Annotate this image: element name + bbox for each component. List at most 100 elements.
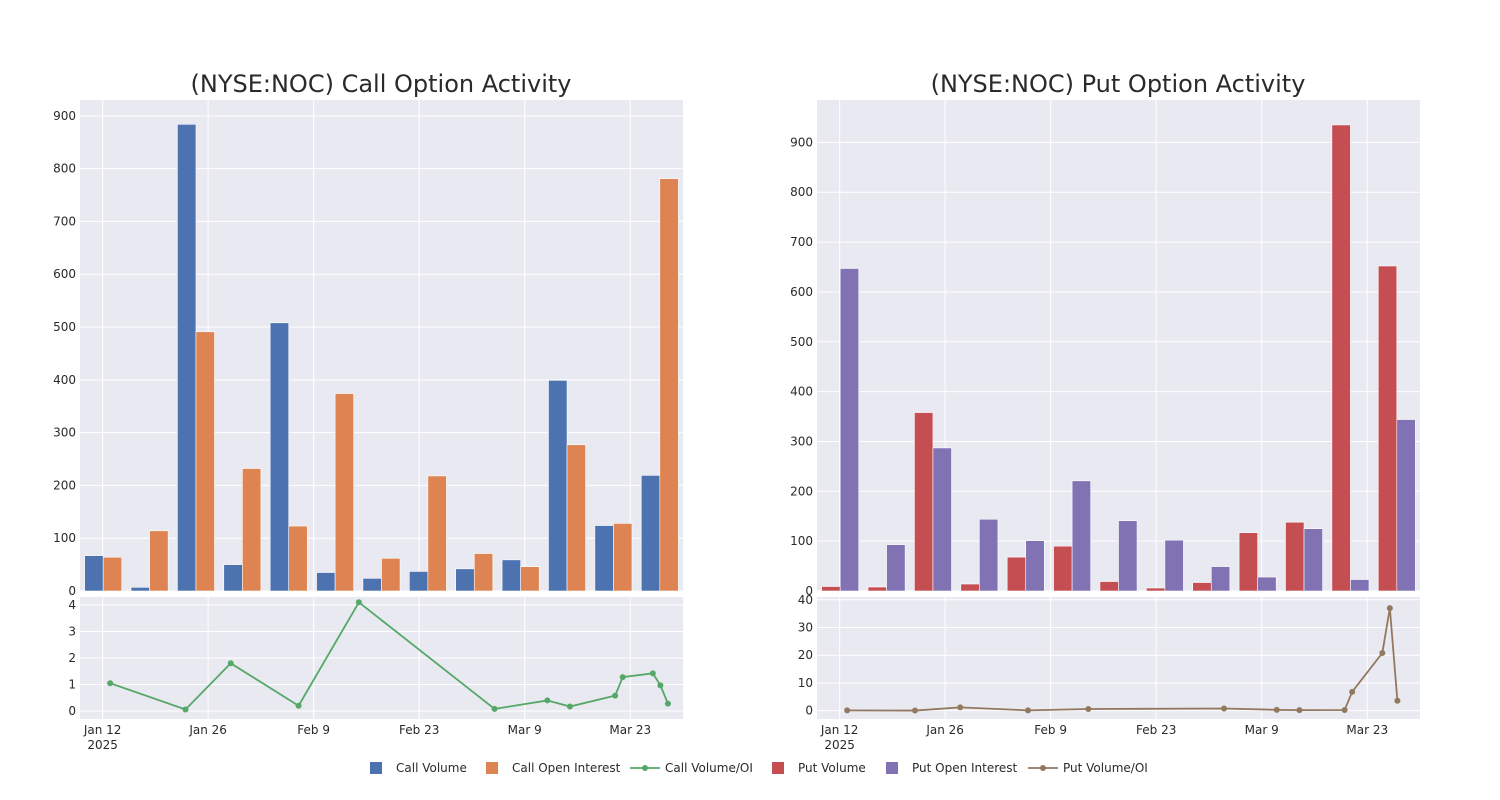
put-put-open-interestbar bbox=[1350, 579, 1370, 592]
put-put-open-interestbar bbox=[1396, 419, 1416, 592]
call-ratio-point bbox=[657, 682, 664, 689]
put-x-tick-label: Jan 26 bbox=[925, 723, 964, 737]
call-call-open-interestbar bbox=[288, 525, 308, 592]
put-put-volumebar bbox=[914, 412, 934, 592]
put-x-tick-label: Feb 23 bbox=[1136, 723, 1176, 737]
put-put-volumebar bbox=[1146, 587, 1166, 592]
put-y-tick-label: 300 bbox=[790, 434, 813, 448]
call-ratio-y-tick-label: 2 bbox=[68, 651, 76, 665]
put-ratio-point bbox=[1221, 705, 1228, 712]
call-ratio-point bbox=[491, 705, 498, 712]
put-ratio-y-tick-label: 20 bbox=[798, 648, 813, 662]
call-call-open-interestbar bbox=[242, 468, 262, 592]
call-ratio-point bbox=[544, 697, 551, 704]
call-call-open-interestbar bbox=[473, 553, 494, 592]
put-option-panel: (NYSE:NOC) Put Option Activity 010020030… bbox=[790, 70, 1420, 752]
call-x-tick-label: Jan 12 bbox=[83, 723, 122, 737]
put-ratio-point bbox=[1394, 697, 1401, 704]
call-ratio-y-tick-label: 0 bbox=[68, 704, 76, 718]
call-ratio-point bbox=[295, 702, 302, 709]
call-call-open-interestbar bbox=[195, 331, 215, 592]
call-call-open-interestbar bbox=[566, 444, 586, 592]
put-ratio-y-tick-label: 30 bbox=[798, 621, 813, 635]
call-call-volumebar bbox=[409, 571, 429, 592]
put-ratio-point bbox=[1349, 688, 1356, 695]
put-ratio-point bbox=[1386, 605, 1393, 612]
call-x-tick-label: Feb 9 bbox=[297, 723, 330, 737]
put-x-tick-label: Jan 12 bbox=[820, 723, 859, 737]
call-call-volumebar bbox=[316, 572, 336, 592]
call-call-volumebar bbox=[548, 380, 568, 592]
call-y-tick-label: 100 bbox=[53, 531, 76, 545]
call-y-tick-label: 200 bbox=[53, 478, 76, 492]
legend-call-open-interest-swatch bbox=[486, 762, 498, 774]
put-put-volumebar bbox=[1331, 124, 1351, 592]
call-ratio-point bbox=[619, 674, 626, 681]
put-ratio-point bbox=[1296, 707, 1303, 714]
legend-call-open-interest-label: Call Open Interest bbox=[512, 761, 621, 775]
call-call-open-interestbar bbox=[334, 393, 354, 592]
put-put-volumebar bbox=[1006, 556, 1027, 592]
call-call-volumebar bbox=[362, 578, 382, 592]
put-x-tick-label: Feb 9 bbox=[1034, 723, 1067, 737]
call-ratio-point bbox=[227, 660, 234, 667]
put-ratio-y-tick-label: 10 bbox=[798, 676, 813, 690]
put-ratio-point bbox=[1025, 707, 1032, 714]
legend-call-volume-oi-swatch-marker bbox=[642, 765, 648, 771]
call-ratio-point bbox=[355, 599, 362, 606]
call-call-volumebar bbox=[455, 568, 475, 592]
put-ratio-plot-area bbox=[817, 597, 1420, 719]
put-put-open-interestbar bbox=[1257, 576, 1277, 592]
put-ratio-point bbox=[1341, 706, 1348, 713]
put-ratio-point bbox=[957, 704, 964, 711]
call-ratio-point bbox=[107, 680, 114, 687]
call-x-tick-sublabel: 2025 bbox=[87, 738, 118, 752]
call-option-panel: (NYSE:NOC) Call Option Activity 0 100 200 3… bbox=[53, 70, 683, 752]
put-y-tick-label: 800 bbox=[790, 185, 813, 199]
call-x-tick-label: Mar 9 bbox=[508, 723, 542, 737]
call-call-volumebar bbox=[84, 555, 104, 592]
put-ratio-point bbox=[1273, 706, 1280, 713]
put-y-tick-label: 100 bbox=[790, 534, 813, 548]
put-put-open-interestbar bbox=[932, 447, 952, 592]
put-put-volumebar bbox=[867, 586, 887, 592]
call-ratio-point bbox=[612, 692, 619, 699]
legend-put-volume-oi-swatch-marker bbox=[1040, 765, 1046, 771]
put-put-open-interestbar bbox=[1210, 566, 1231, 592]
call-y-tick-label: 0 bbox=[68, 584, 76, 598]
put-bar-plot-area bbox=[817, 100, 1420, 591]
call-y-tick-label: 800 bbox=[53, 162, 76, 176]
put-ratio-y-tick-label: 40 bbox=[798, 593, 813, 607]
put-put-open-interestbar bbox=[1025, 540, 1045, 592]
put-x-tick-label: Mar 9 bbox=[1245, 723, 1279, 737]
call-call-open-interestbar bbox=[659, 178, 679, 592]
call-ratio-y-tick-label: 3 bbox=[68, 624, 76, 638]
legend-put-volume-swatch bbox=[772, 762, 784, 774]
put-put-open-interestbar bbox=[1118, 520, 1138, 592]
legend-put-open-interest-swatch bbox=[886, 762, 898, 774]
call-bar-plot-area bbox=[80, 100, 683, 591]
call-ratio-y-tick-label: 1 bbox=[68, 678, 76, 692]
call-call-open-interestbar bbox=[381, 557, 401, 592]
call-x-tick-label: Mar 23 bbox=[609, 723, 651, 737]
call-y-tick-label: 600 bbox=[53, 267, 76, 281]
call-call-volumebar bbox=[501, 559, 521, 592]
call-chart-title: (NYSE:NOC) Call Option Activity bbox=[191, 70, 572, 98]
put-put-volumebar bbox=[1099, 581, 1119, 592]
legend-put-volume-oi-label: Put Volume/OI bbox=[1063, 761, 1148, 775]
call-call-open-interestbar bbox=[520, 566, 540, 592]
put-y-tick-label: 200 bbox=[790, 484, 813, 498]
call-call-volumebar bbox=[269, 322, 290, 592]
put-put-open-interestbar bbox=[979, 518, 999, 592]
call-y-tick-label: 500 bbox=[53, 320, 76, 334]
legend-call-volume-oi-label: Call Volume/OI bbox=[665, 761, 753, 775]
call-call-volumebar bbox=[177, 123, 197, 592]
call-ratio-point bbox=[566, 703, 573, 710]
call-call-open-interestbar bbox=[149, 530, 169, 592]
call-call-volumebar bbox=[640, 475, 661, 592]
put-y-tick-label: 900 bbox=[790, 135, 813, 149]
put-ratio-point bbox=[1379, 650, 1386, 657]
put-y-tick-label: 500 bbox=[790, 335, 813, 349]
call-call-volumebar bbox=[594, 525, 614, 592]
